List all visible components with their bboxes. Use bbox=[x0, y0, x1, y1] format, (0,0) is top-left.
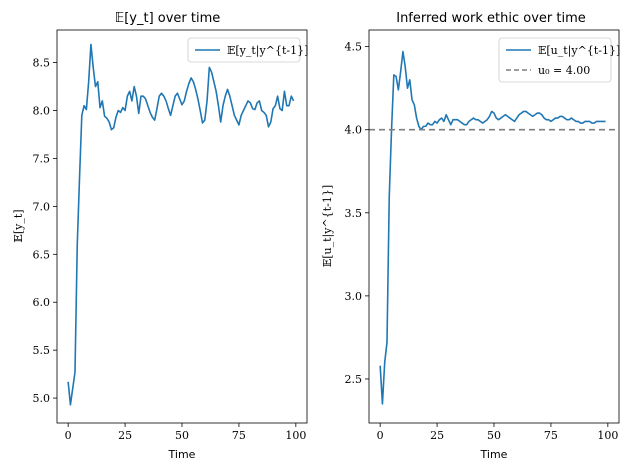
legend-box bbox=[187, 37, 301, 63]
y-tick-label: 5.0 bbox=[33, 392, 51, 405]
axes-frame bbox=[368, 29, 620, 424]
x-ticks: 0 25 50 75 100 bbox=[65, 423, 306, 442]
chart-title: Inferred work ethic over time bbox=[396, 11, 586, 26]
y-tick-label: 8.5 bbox=[33, 57, 51, 70]
y-ticks: 5.0 5.5 6.0 6.5 7.0 7.5 8.0 8.5 bbox=[33, 57, 57, 405]
legend-box bbox=[498, 37, 612, 83]
y-tick-label: 5.5 bbox=[33, 344, 51, 357]
legend: 𝔼[y_t|y^{t-1}] bbox=[187, 37, 308, 63]
y-tick-label: 4.5 bbox=[345, 41, 363, 54]
y-tick-label: 6.5 bbox=[33, 248, 51, 261]
chart-title: 𝔼[y_t] over time bbox=[115, 11, 221, 26]
y-tick-label: 4.0 bbox=[345, 124, 363, 137]
y-tick-label: 7.0 bbox=[33, 200, 51, 213]
chart-expected-y: 𝔼[y_t] over time 0 25 50 75 100 5.0 5.5 6.0 6.5… bbox=[12, 11, 308, 461]
y-tick-label: 7.5 bbox=[33, 152, 51, 165]
y-tick-label: 3.0 bbox=[345, 290, 363, 303]
legend-label: 𝔼[u_t|y^{t-1}] bbox=[538, 44, 620, 58]
axes-frame bbox=[56, 29, 308, 424]
legend-label: 𝔼[y_t|y^{t-1}] bbox=[227, 44, 308, 58]
x-tick-label: 0 bbox=[377, 429, 384, 442]
y-axis-label: 𝔼[u_t|y^{t-1}] bbox=[321, 185, 335, 267]
legend-label: u₀ = 4.00 bbox=[538, 64, 590, 77]
series-line bbox=[379, 50, 606, 405]
chart-work-ethic: Inferred work ethic over time 0 25 50 75 100… bbox=[321, 11, 620, 461]
y-tick-label: 8.0 bbox=[33, 105, 51, 118]
x-tick-label: 100 bbox=[597, 429, 618, 442]
x-ticks: 0 25 50 75 100 bbox=[377, 423, 618, 442]
y-tick-label: 3.5 bbox=[345, 207, 363, 220]
y-tick-label: 2.5 bbox=[345, 373, 363, 386]
x-tick-label: 25 bbox=[430, 429, 444, 442]
x-tick-label: 0 bbox=[65, 429, 72, 442]
x-tick-label: 50 bbox=[487, 429, 501, 442]
x-axis-label: Time bbox=[480, 448, 508, 461]
y-axis-label: 𝔼[y_t] bbox=[12, 209, 25, 242]
x-tick-label: 100 bbox=[285, 429, 306, 442]
legend: 𝔼[u_t|y^{t-1}] u₀ = 4.00 bbox=[498, 37, 620, 83]
y-tick-label: 6.0 bbox=[33, 296, 51, 309]
x-axis-label: Time bbox=[168, 448, 196, 461]
x-tick-label: 25 bbox=[118, 429, 132, 442]
series-line bbox=[67, 43, 295, 406]
x-tick-label: 50 bbox=[175, 429, 189, 442]
series-lines bbox=[67, 43, 295, 406]
series-lines bbox=[369, 50, 619, 405]
y-ticks: 2.5 3.0 3.5 4.0 4.5 bbox=[345, 41, 369, 386]
x-tick-label: 75 bbox=[544, 429, 558, 442]
x-tick-label: 75 bbox=[232, 429, 246, 442]
